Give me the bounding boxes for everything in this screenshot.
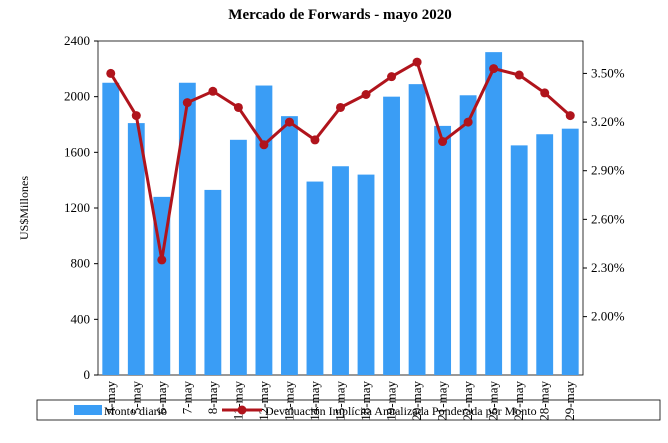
line-point — [336, 102, 345, 112]
bar — [408, 84, 426, 376]
legend-label: Monto diario — [104, 404, 167, 418]
line-point — [284, 117, 294, 127]
line-point — [438, 137, 448, 147]
x-tick-label: 8-may — [205, 381, 220, 415]
y-tick-label: 400 — [71, 311, 91, 326]
line-point — [310, 135, 320, 145]
x-tick-label: 13-may — [281, 381, 296, 421]
line-point — [565, 111, 575, 121]
line-point — [514, 70, 524, 80]
y2-tick-label: 2.30% — [591, 260, 625, 275]
chart-title: Mercado de Forwards - mayo 2020 — [228, 7, 451, 23]
y2-tick-label: 3.20% — [591, 114, 625, 129]
line-point — [463, 117, 473, 127]
line-point — [361, 90, 371, 100]
bar — [485, 52, 503, 376]
bar — [510, 145, 528, 375]
legend-box — [36, 399, 661, 421]
y-tick-label: 0 — [84, 367, 91, 382]
x-tick-label: 29-may — [562, 381, 577, 421]
y-tick-label: 800 — [71, 256, 91, 271]
line-point — [157, 255, 167, 265]
bar — [178, 82, 196, 375]
y-tick-label: 2000 — [64, 89, 90, 104]
line-point — [208, 86, 218, 96]
y2-tick-label: 2.00% — [591, 309, 625, 324]
line-point — [106, 68, 116, 78]
line-point — [182, 98, 192, 108]
x-tick-label: 5-may — [128, 381, 143, 415]
y-tick-label: 2400 — [64, 33, 90, 48]
bar — [102, 82, 120, 375]
y-tick-label: 1200 — [64, 200, 90, 215]
bar — [357, 174, 375, 375]
y2-tick-label: 2.90% — [591, 163, 625, 178]
x-tick-label: 18-may — [358, 381, 373, 421]
line-point — [233, 102, 243, 112]
line-point — [412, 57, 422, 67]
x-tick-label: 15-may — [333, 381, 348, 421]
y-tick-label: 1600 — [64, 144, 90, 159]
legend-marker — [237, 405, 247, 415]
y2-tick-label: 2.60% — [591, 211, 625, 226]
bar — [459, 95, 477, 376]
bar — [281, 116, 298, 376]
x-tick-label: 14-may — [307, 381, 322, 421]
bar — [255, 85, 273, 376]
x-tick-label: 28-may — [537, 381, 552, 421]
x-tick-label: 7-may — [179, 381, 194, 415]
x-tick-label: 6-may — [154, 381, 169, 415]
y-axis-label: US$Millones — [17, 176, 31, 240]
x-tick-label: 19-may — [384, 381, 399, 421]
x-tick-label: 26-may — [486, 381, 501, 421]
line-point — [489, 64, 499, 74]
bar — [204, 189, 222, 375]
legend-label: Devaluación Implícita Anualizada Pondera… — [265, 404, 537, 418]
line-point — [387, 72, 397, 82]
y2-tick-label: 3.50% — [591, 65, 625, 80]
line-point — [131, 111, 141, 121]
x-tick-label: 20-may — [409, 381, 424, 421]
bar — [383, 96, 400, 376]
bar — [536, 134, 554, 375]
x-tick-label: 21-may — [435, 381, 450, 421]
x-tick-label: 4-may — [103, 381, 118, 415]
bar — [561, 128, 579, 375]
bar — [332, 166, 349, 375]
line-point — [259, 140, 269, 150]
bar — [306, 181, 324, 375]
legend-swatch — [74, 405, 102, 415]
x-tick-label: 27-may — [511, 381, 526, 421]
bar — [434, 125, 452, 376]
line-point — [540, 88, 550, 98]
bar — [127, 123, 145, 375]
x-tick-label: 22-may — [460, 381, 475, 421]
bar — [229, 139, 247, 375]
